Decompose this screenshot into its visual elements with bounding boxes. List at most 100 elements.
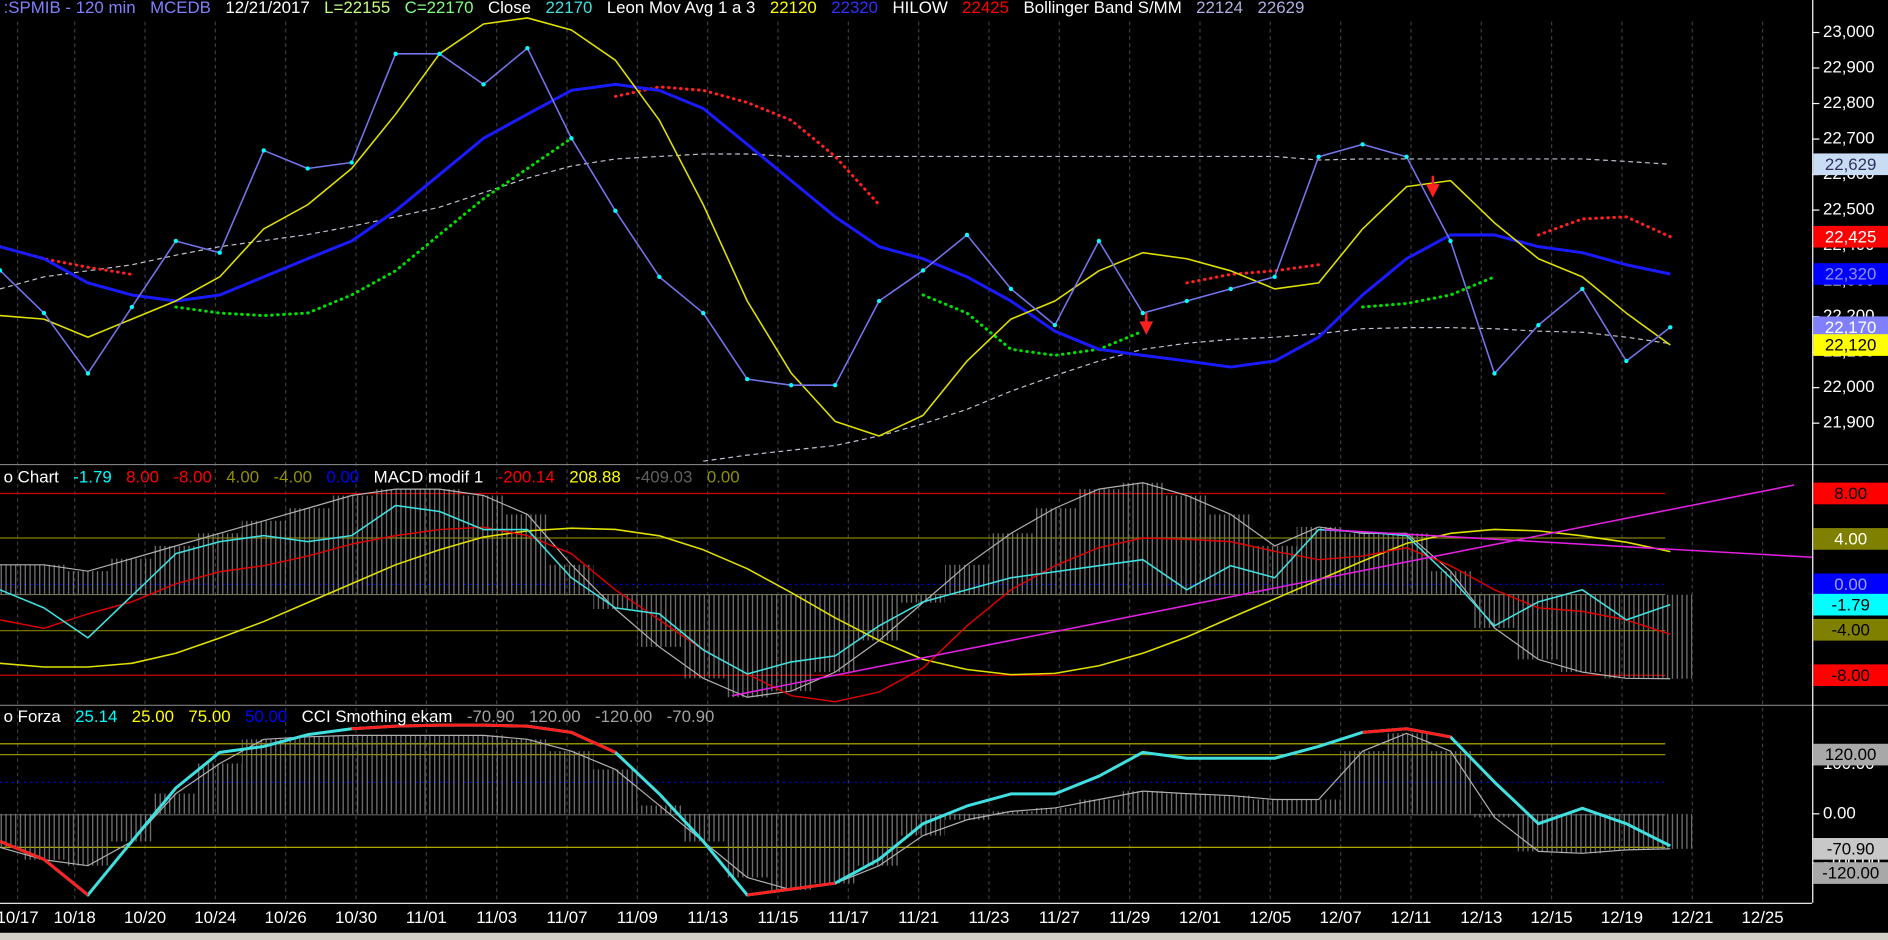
x-tick-label: 11/07	[547, 908, 588, 927]
header-label: -70.90	[467, 707, 515, 726]
header-label: 12/21/2017	[225, 0, 309, 17]
x-tick-label: 12/19	[1601, 908, 1643, 927]
header-label: Leon Mov Avg 1 a 3	[607, 0, 756, 17]
y-tick-label: 22,000	[1823, 377, 1875, 396]
series-line	[0, 526, 1671, 703]
histogram-bar	[813, 594, 858, 673]
value-badge-label: -4.00	[1831, 620, 1869, 639]
value-badge-label: 22,425	[1825, 227, 1877, 246]
value-badge	[1813, 862, 1888, 884]
value-badge-label: -8.00	[1831, 666, 1869, 685]
histogram-bar	[1032, 508, 1077, 595]
series-dot	[613, 208, 618, 213]
histogram-bar	[1384, 733, 1429, 814]
series-line	[0, 527, 1671, 676]
series-dot	[1448, 238, 1453, 244]
header-label: -8.00	[173, 467, 211, 486]
series-line	[0, 504, 1671, 675]
series-dot	[1096, 238, 1102, 244]
y-tick-label: 22,500	[1823, 200, 1875, 219]
header-label: 22425	[962, 0, 1009, 17]
histogram-bar	[1340, 751, 1385, 814]
series-dot	[1536, 322, 1541, 328]
value-badge	[1813, 743, 1888, 766]
series-dot	[437, 51, 442, 56]
histogram-bar	[1428, 751, 1473, 814]
histogram-bar	[1208, 795, 1253, 814]
header-label: 0.00	[707, 467, 740, 486]
header-label: Close	[488, 0, 531, 17]
value-badge	[1813, 838, 1888, 860]
histogram-bar	[153, 793, 198, 814]
header-label: 22320	[831, 0, 878, 17]
header-label: o Forza	[4, 707, 62, 726]
value-badge-label: 22,120	[1825, 336, 1877, 355]
header-label: 25.14	[75, 707, 117, 726]
value-badge	[1813, 593, 1888, 616]
histogram-bar	[725, 594, 770, 698]
value-badge	[1813, 225, 1888, 248]
header-label: MCEDB	[150, 0, 211, 17]
header-label: HILOW	[893, 0, 948, 17]
header-label: 22629	[1257, 0, 1304, 17]
header-label: CCI Smothing ekam	[302, 707, 453, 726]
series-dot	[1140, 310, 1145, 316]
value-badge	[1813, 263, 1888, 285]
header-label: -200.14	[498, 467, 555, 486]
value-badge-label: -70.90	[1827, 839, 1875, 858]
series-dot	[569, 136, 574, 141]
histogram-bar	[65, 571, 110, 595]
header-label: 22120	[770, 0, 817, 17]
value-badge-label: 0.00	[1834, 575, 1867, 594]
x-tick-label: 12/13	[1460, 908, 1502, 927]
y-tick-label: 22,700	[1823, 129, 1875, 148]
header-label: 208.88	[569, 467, 621, 486]
series-line	[174, 136, 1496, 357]
header-label: 4.00	[226, 467, 259, 486]
value-badge	[1813, 664, 1888, 687]
x-tick-label: 12/25	[1742, 908, 1784, 927]
histogram-bar	[329, 735, 374, 814]
series-dot	[1404, 154, 1409, 159]
series-dot	[525, 45, 530, 51]
series-line	[0, 82, 1671, 369]
x-tick-label: 11/23	[969, 908, 1010, 927]
histogram-bar	[988, 811, 1033, 814]
histogram-bar	[373, 735, 418, 814]
histogram-bar	[241, 739, 286, 814]
x-tick-label: 10/17	[0, 908, 39, 927]
value-badge	[1813, 573, 1888, 596]
trend-line	[1324, 528, 1813, 559]
histogram-bar	[1560, 594, 1605, 673]
series-dot	[85, 371, 91, 376]
histogram-bar	[549, 751, 594, 814]
series-dot	[920, 268, 926, 273]
histogram-bar	[1648, 813, 1693, 849]
header-label: 120.00	[529, 707, 581, 726]
histogram-bar	[725, 813, 770, 878]
header-label: L=22155	[324, 0, 390, 17]
value-badge-label: 22,170	[1825, 318, 1877, 337]
x-tick-label: 11/03	[476, 908, 517, 927]
histogram-bar	[813, 813, 858, 884]
series-dot	[217, 250, 222, 255]
header-label: Bollinger Band S/MM	[1023, 0, 1181, 17]
histogram-bar	[1076, 489, 1121, 595]
x-tick-label: 11/09	[617, 908, 658, 927]
series-dot	[173, 238, 178, 244]
header-label: -409.03	[635, 467, 692, 486]
value-badge-label: 4.00	[1834, 530, 1867, 549]
series-dot	[41, 310, 47, 316]
header-label: 0.00	[326, 467, 359, 486]
x-tick-label: 11/01	[406, 908, 447, 927]
histogram-bar	[1076, 799, 1121, 814]
header-label: 22170	[546, 0, 593, 17]
x-tick-label: 11/13	[687, 908, 728, 927]
x-tick-label: 12/05	[1249, 908, 1291, 927]
x-tick-label: 10/24	[194, 908, 236, 927]
histogram-bar	[1252, 799, 1297, 814]
histogram-bar	[681, 813, 726, 842]
x-tick-label: 11/21	[898, 908, 939, 927]
value-badge	[1813, 482, 1888, 505]
